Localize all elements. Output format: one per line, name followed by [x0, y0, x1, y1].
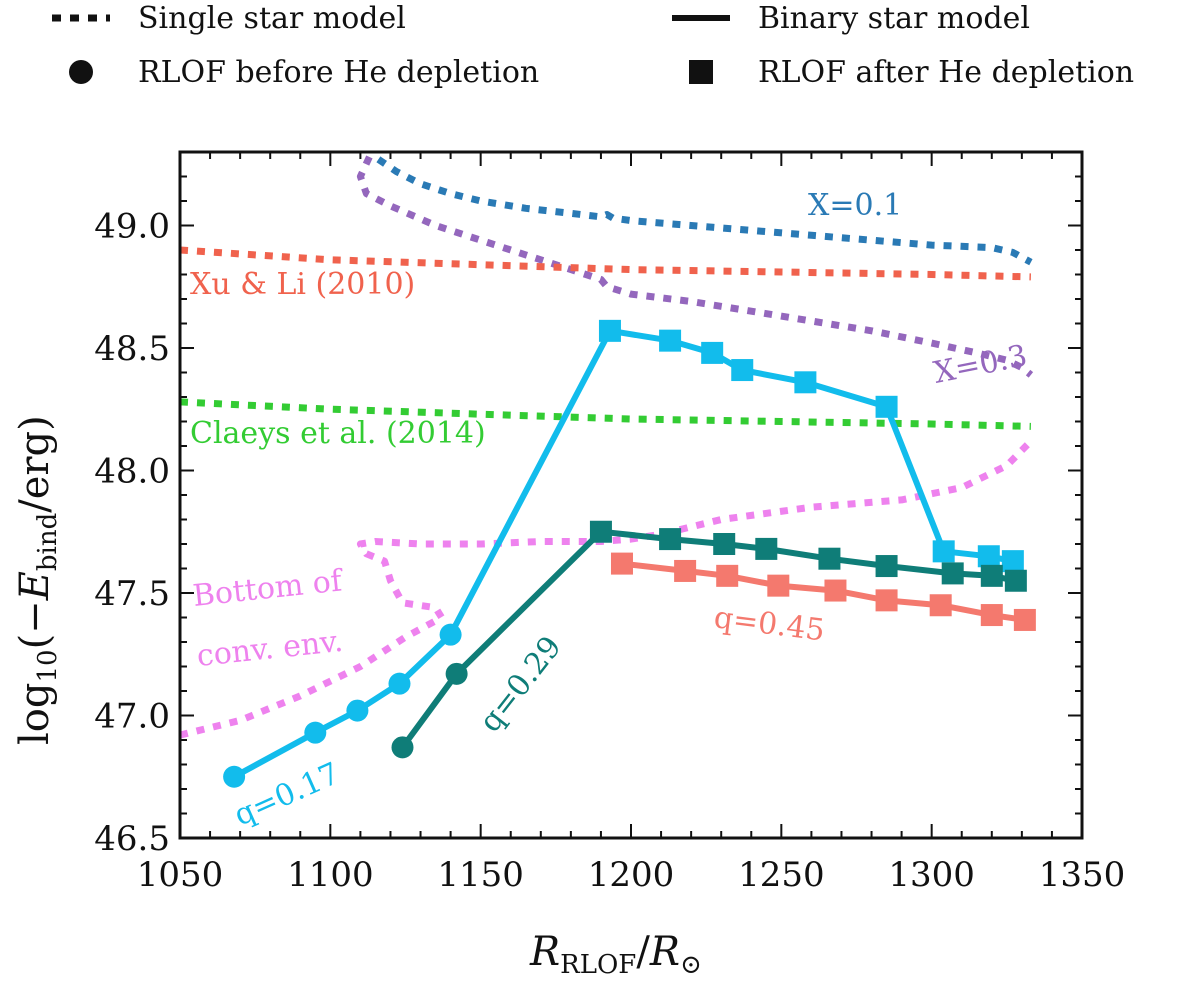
point-after-he-q-0-45 [767, 574, 790, 597]
y-axis-label-fnsub: 10 [33, 649, 63, 682]
point-after-he-q-0-17 [794, 371, 817, 394]
point-before-he-q-0-29 [445, 662, 468, 685]
legend-label-before-he: RLOF before He depletion [138, 55, 539, 90]
point-after-he-q-0-29 [755, 537, 778, 560]
label-claeys: Claeys et al. (2014) [190, 416, 486, 451]
plot-frame [178, 150, 1084, 840]
point-after-he-q-0-17 [1001, 550, 1024, 573]
x-tick-label: 1100 [287, 855, 374, 895]
y-tick-label: 48.0 [94, 452, 170, 492]
series-line-bottom-of-conv-env [180, 438, 1034, 739]
point-after-he-q-0-17 [875, 395, 898, 418]
x-axis-label-r: R [529, 929, 560, 975]
point-after-he-q-0-45 [716, 564, 739, 587]
point-after-he-q-0-45 [824, 579, 847, 602]
point-after-he-q-0-29 [875, 555, 898, 578]
x-tick-label: 1050 [137, 855, 224, 895]
series-layer [180, 155, 1036, 788]
point-before-he-q-0-17 [439, 623, 462, 646]
point-before-he-q-0-17 [346, 699, 369, 722]
label-x-01: X=0.1 [808, 188, 902, 223]
point-after-he-q-0-29 [659, 528, 682, 551]
y-tick-label: 47.0 [94, 697, 170, 737]
point-after-he-q-0-17 [598, 319, 621, 342]
y-tick-label: 47.5 [94, 574, 170, 614]
point-after-he-q-0-45 [674, 559, 697, 582]
point-after-he-q-0-29 [818, 547, 841, 570]
point-after-he-q-0-17 [932, 540, 955, 563]
legend: Single star model Binary star model RLOF… [52, 1, 1134, 90]
label-xu-li: Xu & Li (2010) [190, 267, 415, 302]
point-after-he-q-0-17 [659, 329, 682, 352]
point-before-he-q-0-17 [388, 672, 411, 695]
series-line-x-0-1 [376, 156, 1033, 266]
point-after-he-q-0-29 [1004, 569, 1027, 592]
x-axis-label-slash: / [636, 929, 650, 975]
point-after-he-q-0-45 [1013, 608, 1036, 631]
point-after-he-q-0-45 [929, 594, 952, 617]
tick-labels: 1050 1100 1150 1200 1250 1300 1350 46.5 47.0 47.5… [94, 207, 1125, 896]
y-axis-label: log10(−Ebind/erg) [12, 415, 63, 745]
y-axis-label-fn: log [12, 683, 58, 745]
y-axis-label-close: /erg) [12, 415, 58, 512]
y-axis-label-open: (− [12, 600, 58, 649]
point-after-he-q-0-29 [980, 564, 1003, 587]
legend-label-after-he: RLOF after He depletion [758, 55, 1134, 90]
x-axis-label-sun: ⊙ [680, 950, 702, 980]
x-tick-label: 1250 [738, 855, 825, 895]
point-after-he-q-0-29 [713, 533, 736, 555]
y-tick-label: 49.0 [94, 207, 170, 247]
series-line-x-0-3 [356, 155, 1034, 378]
point-before-he-q-0-29 [391, 736, 414, 759]
y-tick-label: 46.5 [94, 819, 170, 859]
series-line-claeys-et-al-2014 [180, 398, 1031, 430]
legend-marker-square [689, 60, 713, 84]
point-before-he-q-0-17 [304, 721, 327, 744]
legend-label-binary-star: Binary star model [758, 1, 1030, 36]
point-after-he-q-0-17 [731, 359, 754, 382]
x-tick-label: 1200 [588, 855, 675, 895]
point-after-he-q-0-45 [980, 604, 1003, 627]
point-after-he-q-0-17 [977, 545, 1000, 568]
series-line-xu-li-2010 [180, 246, 1031, 281]
y-axis-label-e: E [12, 571, 58, 601]
point-after-he-q-0-29 [941, 562, 964, 585]
point-after-he-q-0-17 [701, 341, 724, 364]
x-axis-label-r2: R [649, 929, 680, 975]
point-after-he-q-0-45 [610, 552, 633, 575]
point-before-he-q-0-17 [223, 765, 246, 788]
x-tick-label: 1150 [437, 855, 524, 895]
x-axis-label-sub: RLOF [560, 950, 636, 980]
x-tick-label: 1300 [888, 855, 975, 895]
y-axis-label-bind: bind [33, 513, 63, 571]
legend-label-single-star: Single star model [138, 1, 406, 36]
y-tick-label: 48.5 [94, 329, 170, 369]
legend-marker-circle [69, 60, 93, 84]
x-tick-label: 1350 [1039, 855, 1126, 895]
point-after-he-q-0-45 [875, 589, 898, 612]
point-after-he-q-0-29 [589, 520, 612, 543]
x-axis-label: RRLOF/R⊙ [529, 929, 702, 980]
